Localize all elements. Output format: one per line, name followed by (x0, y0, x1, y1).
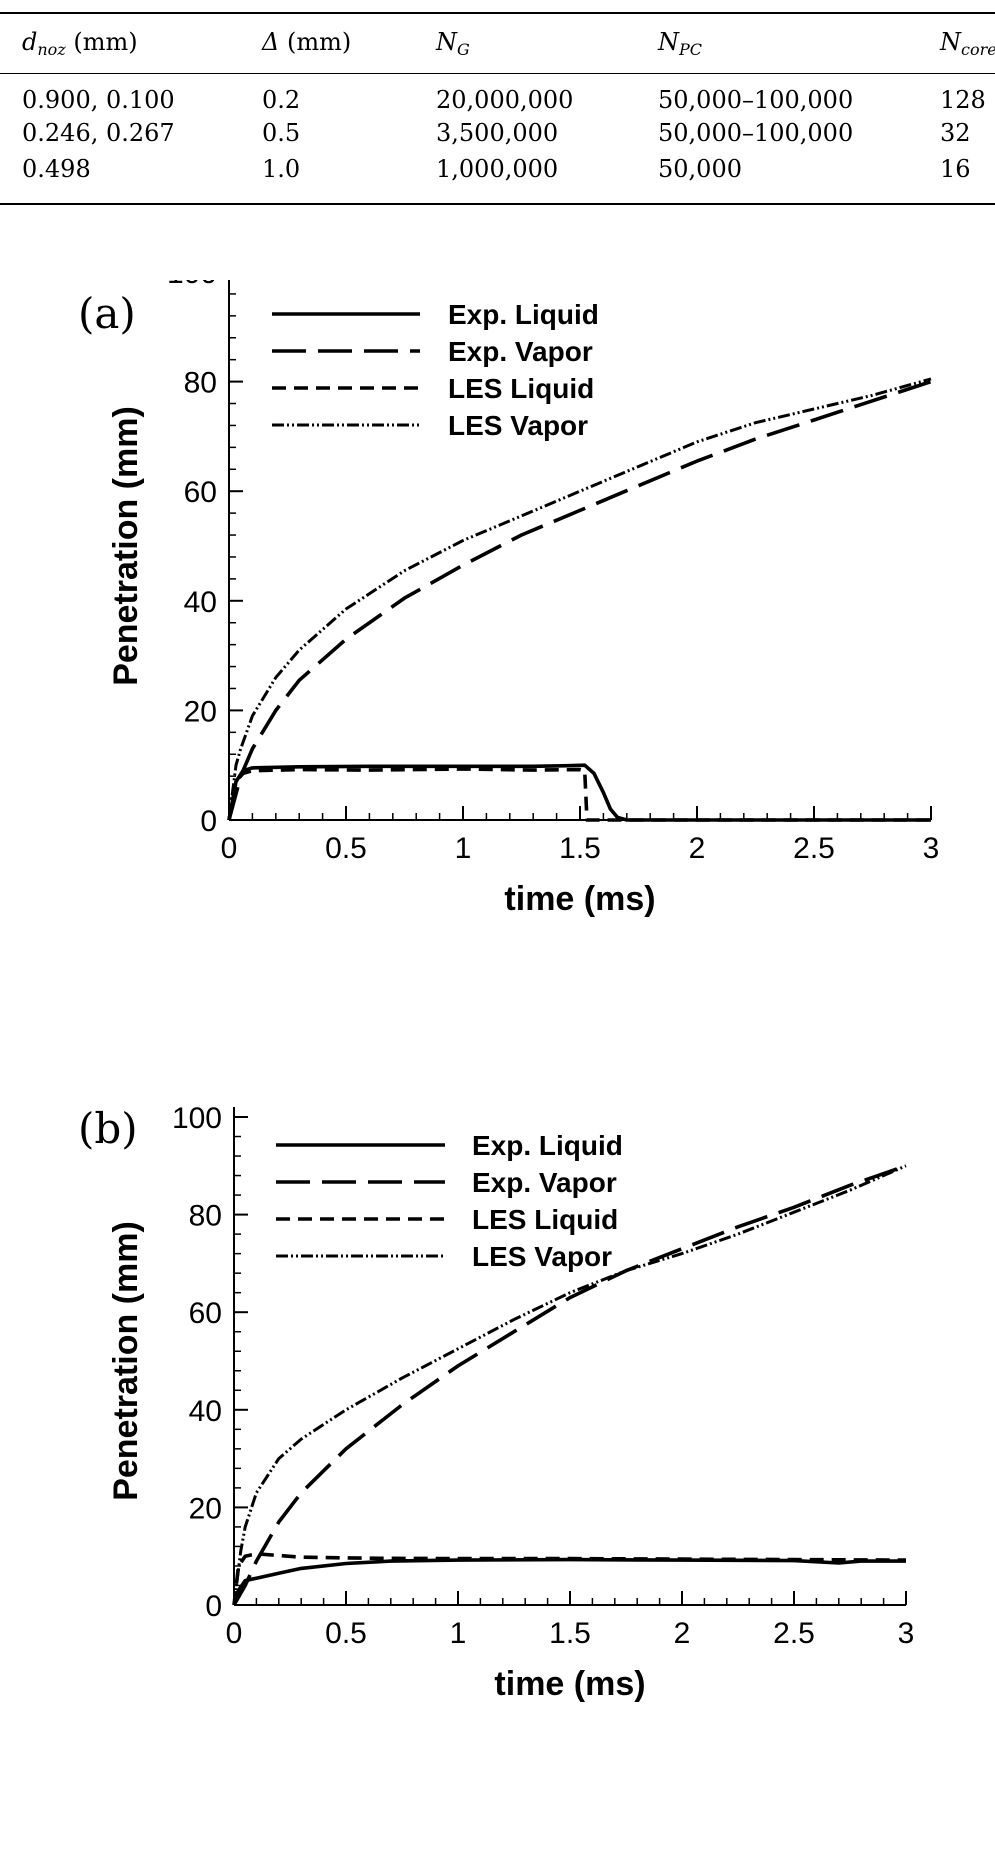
x-tick-label: 2 (674, 1617, 691, 1650)
x-tick-label: 2.5 (793, 832, 835, 865)
y-tick-label: 0 (200, 805, 217, 838)
table-cell: 128 (940, 86, 986, 114)
x-tick-label: 0 (226, 1617, 243, 1650)
legend-label: Exp. Liquid (472, 1130, 623, 1161)
x-tick-label: 0 (221, 832, 238, 865)
y-tick-label: 100 (167, 280, 217, 290)
y-tick-label: 40 (184, 586, 217, 619)
x-tick-label: 1 (450, 1617, 467, 1650)
table-cell: 0.498 (22, 155, 91, 183)
x-tick-label: 1.5 (559, 832, 601, 865)
legend-label: Exp. Vapor (472, 1167, 617, 1198)
penetration-chart-b: 0 0.5 1 1.5 2 2.5 3 0 20 40 60 80 100 time (ms) Penetr… (78, 1102, 915, 1703)
x-axis-label: time (ms) (504, 880, 655, 918)
header-grid-cells: NG (436, 28, 470, 59)
y-tick-label: 80 (184, 367, 217, 400)
legend-label: Exp. Vapor (448, 336, 593, 367)
table-rule-top (0, 12, 995, 14)
y-tick-label: 0 (205, 1590, 222, 1623)
table-cell: 3,500,000 (436, 119, 559, 147)
x-tick-label: 1 (455, 832, 472, 865)
y-tick-label: 80 (189, 1200, 222, 1233)
x-tick-label: 0.5 (325, 832, 367, 865)
table-cell: 16 (940, 155, 971, 183)
legend-label: LES Liquid (448, 373, 594, 404)
y-tick-label: 60 (184, 476, 217, 509)
y-tick-label: 20 (184, 695, 217, 728)
header-nozzle-diameter: dnoz (mm) (22, 28, 138, 59)
table-cell: 50,000–100,000 (658, 119, 854, 147)
panel-label: (a) (78, 289, 136, 338)
table-cell: 20,000,000 (436, 86, 574, 114)
header-grid-spacing: Δ (mm) (262, 28, 352, 56)
table-cell: 32 (940, 119, 971, 147)
series-line-les-vapor (227, 377, 932, 821)
table-cell: 0.246, 0.267 (22, 119, 175, 147)
table-cell: 0.2 (262, 86, 301, 114)
x-tick-label: 3 (923, 832, 940, 865)
y-tick-label: 100 (172, 1102, 222, 1135)
penetration-chart-a: 0 0.5 1 1.5 2 2.5 3 0 20 40 60 80 100 time (ms) Penetr… (78, 280, 940, 918)
series-line-les-liquid (232, 1551, 907, 1606)
legend-label: LES Vapor (472, 1241, 612, 1272)
header-cores: Ncore (940, 28, 995, 59)
series-line-exp-liquid (227, 763, 931, 822)
x-tick-label: 2.5 (773, 1617, 815, 1650)
table-cell: 1.0 (262, 155, 301, 183)
table-cell: 0.900, 0.100 (22, 86, 175, 114)
series-line-les-liquid (227, 767, 931, 822)
x-axis-label: time (ms) (494, 1665, 645, 1703)
y-axis-label: Penetration (mm) (107, 406, 145, 686)
legend-label: Exp. Liquid (448, 299, 599, 330)
table-cell: 1,000,000 (436, 155, 559, 183)
series-line-exp-vapor (227, 379, 932, 821)
table-cell: 0.5 (262, 119, 301, 147)
y-tick-label: 60 (189, 1297, 222, 1330)
legend-label: LES Liquid (472, 1204, 618, 1235)
legend-label: LES Vapor (448, 410, 588, 441)
y-tick-label: 20 (189, 1492, 222, 1525)
series-line-exp-vapor (232, 1164, 907, 1606)
table-rule-bottom (0, 203, 995, 205)
table-cell: 50,000–100,000 (658, 86, 854, 114)
caption-fragment (0, 0, 995, 2)
series-line-les-vapor (232, 1164, 907, 1606)
panel-label: (b) (78, 1104, 138, 1153)
table-rule-middle (0, 73, 995, 74)
y-tick-label: 40 (189, 1395, 222, 1428)
header-parcels: NPC (658, 28, 703, 59)
y-axis-label: Penetration (mm) (107, 1221, 145, 1501)
x-tick-label: 1.5 (549, 1617, 591, 1650)
x-tick-label: 3 (898, 1617, 915, 1650)
x-tick-label: 2 (689, 832, 706, 865)
table-cell: 50,000 (658, 155, 742, 183)
x-tick-label: 0.5 (325, 1617, 367, 1650)
